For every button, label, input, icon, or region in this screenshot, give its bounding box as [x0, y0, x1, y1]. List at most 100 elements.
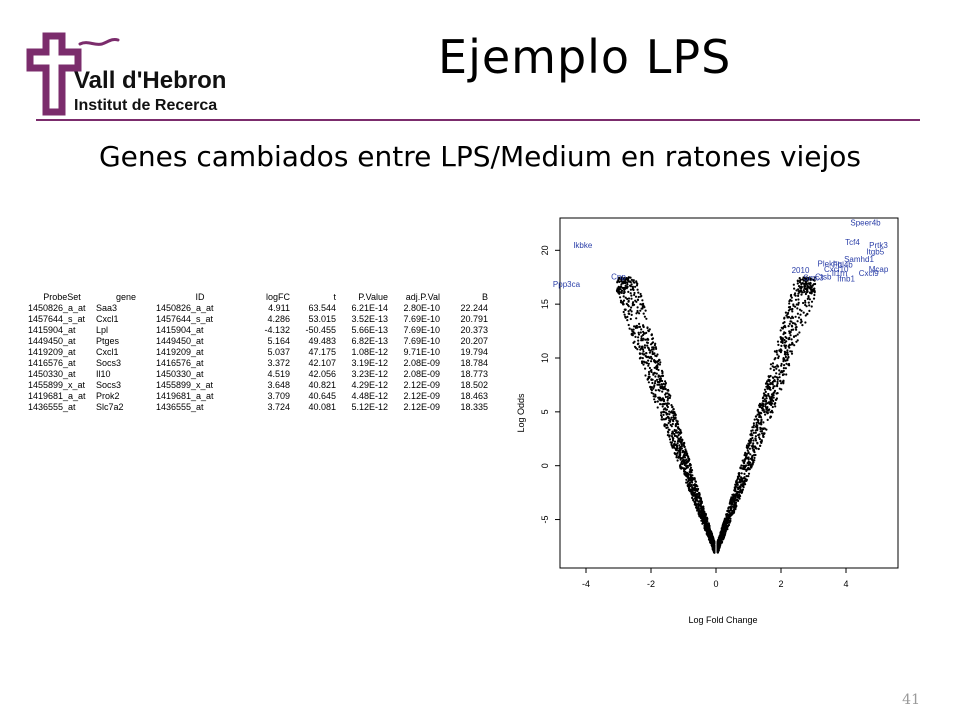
- data-point: [737, 496, 740, 499]
- data-point: [811, 284, 814, 287]
- data-point: [672, 408, 675, 411]
- data-point: [782, 333, 785, 336]
- data-point: [754, 453, 757, 457]
- cell-logfc: 5.164: [267, 336, 290, 346]
- data-point: [752, 422, 755, 425]
- data-point: [797, 285, 801, 288]
- data-point: [661, 397, 664, 400]
- cell-pvalue: 1.08E-12: [351, 347, 388, 357]
- data-point: [630, 306, 633, 309]
- data-point: [651, 350, 654, 354]
- data-point: [618, 280, 621, 283]
- data-point: [630, 313, 633, 316]
- data-point: [667, 397, 670, 400]
- scatter-points: [615, 276, 817, 554]
- data-point: [706, 520, 709, 523]
- cell-pvalue: 3.23E-12: [351, 369, 388, 379]
- data-point: [754, 431, 757, 434]
- data-point: [670, 432, 674, 435]
- cell-probeset: 1449450_at: [28, 336, 76, 346]
- data-point: [794, 315, 797, 318]
- data-point: [796, 307, 799, 310]
- data-point: [671, 418, 675, 422]
- data-point: [653, 366, 656, 369]
- data-point: [652, 352, 655, 355]
- data-point: [785, 314, 788, 317]
- data-point: [654, 395, 657, 398]
- data-point: [776, 353, 779, 356]
- data-point: [804, 292, 807, 296]
- data-point: [663, 423, 666, 426]
- data-point: [696, 503, 699, 506]
- data-point: [674, 425, 677, 428]
- data-point: [677, 434, 680, 437]
- data-point: [799, 318, 803, 321]
- data-point: [637, 295, 640, 299]
- data-point: [767, 401, 770, 404]
- data-point: [765, 397, 768, 400]
- data-point: [664, 395, 667, 399]
- data-point: [716, 540, 720, 543]
- data-point: [753, 418, 756, 421]
- x-axis-label: Log Fold Change: [688, 615, 757, 625]
- data-point: [696, 493, 699, 496]
- data-point: [646, 377, 649, 381]
- data-point: [771, 405, 774, 409]
- data-point: [710, 531, 713, 534]
- data-point: [621, 286, 624, 289]
- data-point: [652, 373, 655, 376]
- data-point: [791, 322, 795, 325]
- data-point: [781, 380, 784, 383]
- data-point: [758, 433, 761, 436]
- top-genes-table: ProbeSet gene ID logFC t P.Value adj.P.V…: [28, 292, 488, 413]
- data-point: [730, 507, 733, 510]
- x-tick-label: -2: [647, 579, 655, 589]
- data-point: [738, 491, 741, 494]
- data-point: [682, 461, 685, 464]
- data-point: [624, 280, 627, 283]
- data-point: [678, 444, 681, 447]
- data-point: [793, 344, 796, 347]
- data-point: [786, 351, 789, 354]
- cell-adjpval: 7.69E-10: [403, 325, 440, 335]
- data-point: [802, 311, 805, 314]
- gene-label: Cxcl9: [859, 269, 880, 278]
- data-point: [622, 299, 626, 302]
- data-point: [781, 371, 784, 374]
- data-point: [667, 422, 670, 425]
- cell-adjpval: 2.08E-09: [403, 358, 440, 368]
- cell-b: 22.244: [460, 303, 488, 313]
- data-point: [655, 367, 658, 371]
- data-point: [678, 449, 681, 452]
- data-point: [797, 288, 800, 291]
- data-point: [806, 279, 809, 282]
- data-point: [749, 465, 752, 469]
- data-point: [638, 322, 641, 325]
- data-point: [729, 512, 733, 515]
- logo-line1: Vall d'Hebron: [74, 67, 226, 94]
- table-row: 1450330_at Il10 1450330_at 4.519 42.056 3.23E…: [28, 369, 488, 380]
- data-point: [631, 330, 634, 333]
- data-point: [725, 522, 728, 525]
- data-point: [679, 440, 682, 443]
- data-point: [764, 390, 767, 393]
- data-point: [672, 445, 675, 448]
- data-point: [641, 339, 644, 342]
- cell-adjpval: 7.69E-10: [403, 314, 440, 324]
- data-point: [653, 384, 656, 387]
- gene-label: Fhl4b: [833, 261, 854, 270]
- data-point: [753, 445, 756, 448]
- data-point: [681, 438, 684, 442]
- cell-pvalue: 4.48E-12: [351, 391, 388, 401]
- data-point: [752, 424, 755, 427]
- data-point: [699, 515, 702, 518]
- data-point: [783, 324, 786, 327]
- data-point: [661, 383, 664, 386]
- data-point: [733, 504, 736, 507]
- data-point: [684, 459, 687, 462]
- data-point: [813, 293, 816, 297]
- data-point: [728, 514, 732, 517]
- data-point: [643, 344, 646, 347]
- data-point: [693, 488, 696, 491]
- data-point: [643, 346, 647, 349]
